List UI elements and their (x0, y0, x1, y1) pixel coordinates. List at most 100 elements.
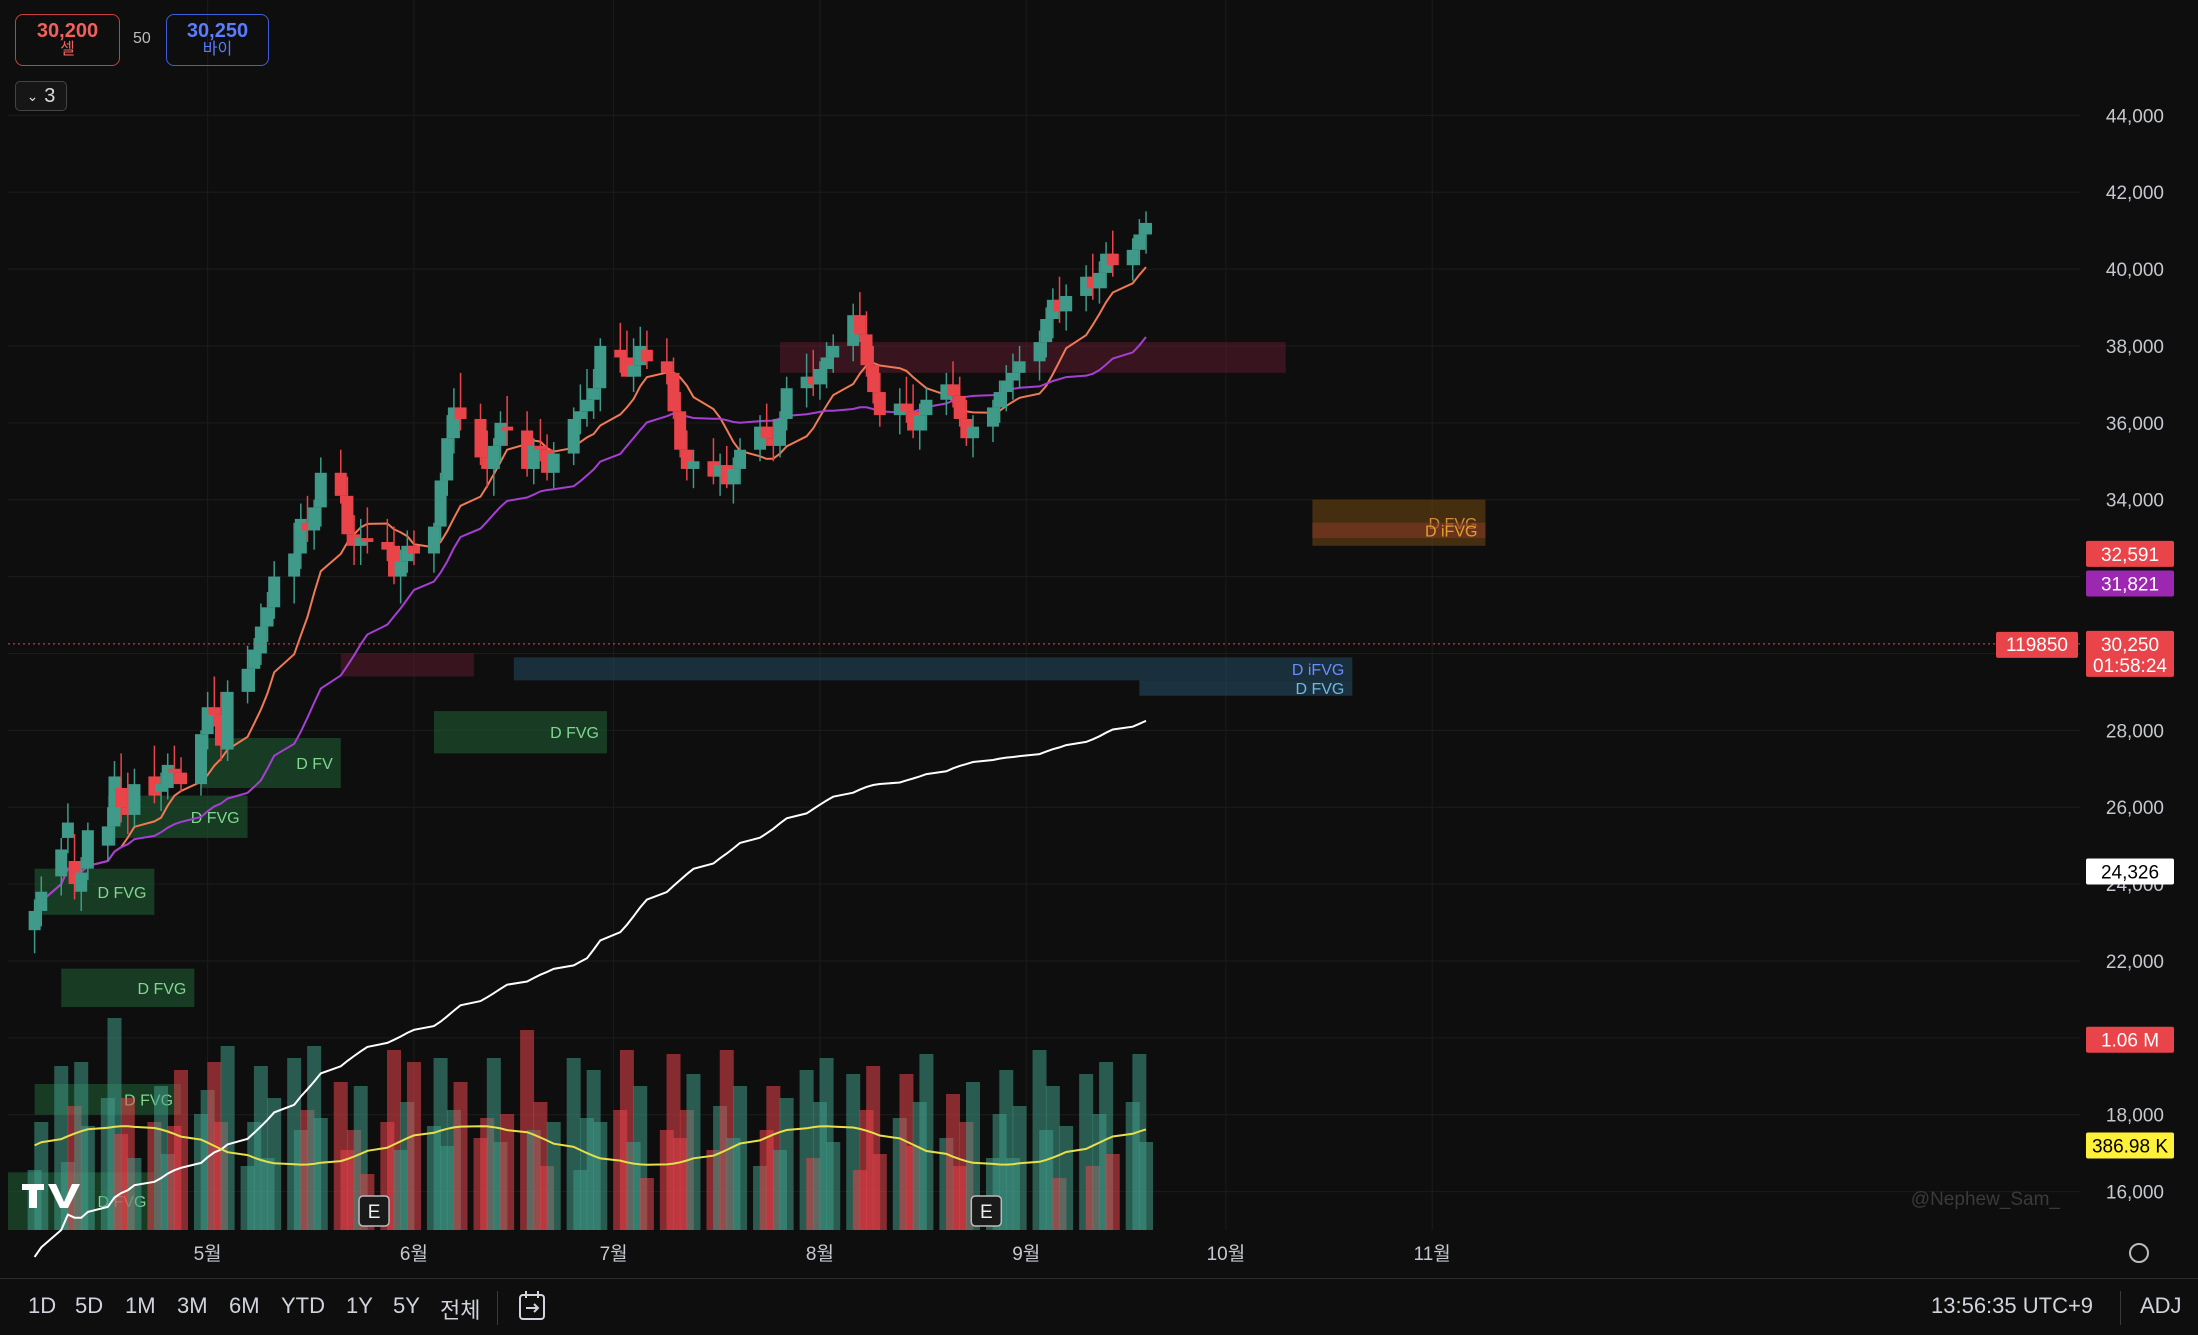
volume-bar (80, 1126, 95, 1230)
candle-body (1013, 361, 1026, 373)
candle-body (780, 388, 793, 419)
candle-body (407, 545, 420, 554)
fvg-zone (34, 868, 155, 915)
candle-body (953, 395, 966, 419)
candle-body (547, 453, 560, 473)
candle-body (254, 626, 267, 654)
range-5d[interactable]: 5D (75, 1293, 104, 1318)
candle-body (1126, 249, 1139, 266)
candle-body (334, 472, 347, 496)
candle-body (800, 376, 813, 389)
price-tag (2086, 570, 2174, 597)
range-1m[interactable]: 1M (125, 1293, 156, 1318)
range-3m[interactable]: 3M (177, 1293, 208, 1318)
volume-bar (220, 1046, 235, 1230)
earnings-marker-label: E (368, 1202, 381, 1223)
candle-body (587, 388, 600, 400)
candle-body (341, 495, 354, 535)
price-tag (2086, 630, 2174, 677)
range-all[interactable]: 전체 (440, 1298, 481, 1323)
candle-body (966, 426, 979, 439)
candle-body (873, 392, 886, 416)
candle-body (35, 891, 48, 911)
calendar-goto-icon[interactable] (517, 1289, 549, 1329)
candle-body (1053, 299, 1066, 312)
candle-body (660, 361, 673, 373)
candle-body (986, 407, 999, 427)
candle-body (1086, 276, 1099, 289)
y-tick-label: 40,000 (2106, 260, 2164, 281)
candle-body (28, 910, 41, 931)
candle-body (168, 768, 181, 773)
candle-body (427, 526, 440, 554)
price-tag-label: 24,326 (2101, 863, 2159, 884)
last-price-left-tag (1996, 631, 2078, 658)
candle-body (674, 411, 687, 450)
candle-body (494, 422, 507, 446)
candle-body (760, 426, 773, 439)
candle-body (121, 807, 134, 815)
candle-body (534, 445, 547, 450)
fvg-zone (1139, 680, 1353, 696)
candle-body (627, 365, 640, 377)
candle-body (614, 349, 627, 358)
candle-body (441, 438, 454, 481)
x-tick-label: 7월 (600, 1243, 628, 1265)
adj-toggle[interactable]: ADJ (2140, 1293, 2182, 1318)
candle-body (81, 830, 94, 869)
price-tag (2086, 858, 2174, 885)
settings-icon (2129, 1243, 2149, 1263)
x-tick-label: 5월 (194, 1243, 222, 1265)
candle-body (194, 734, 207, 785)
spread-value: 50 (133, 30, 151, 47)
volume-bar (919, 1054, 934, 1230)
candle-body (288, 553, 301, 577)
tradingview-logo-icon (22, 1184, 80, 1208)
earnings-marker-label: E (980, 1202, 993, 1223)
candle-body (714, 465, 727, 477)
candle-body (813, 369, 826, 385)
candle-body (920, 399, 933, 416)
range-6m[interactable]: 6M (229, 1293, 260, 1318)
fvg-zone (340, 653, 474, 677)
volume-bar (779, 1098, 794, 1230)
fvg-zone-label: D FVG (1295, 681, 1344, 698)
buy-button[interactable]: 30,250 바이 (166, 14, 269, 66)
clock[interactable]: 13:56:35 UTC+9 (1931, 1293, 2094, 1318)
toolbar-divider (497, 1291, 498, 1325)
ema-slow-line (33, 719, 1147, 1258)
y-tick-label: 42,000 (2106, 183, 2164, 204)
volume-bar (453, 1082, 468, 1230)
fvg-zone-label: D iFVG (1425, 523, 1477, 540)
candle-body (640, 349, 653, 362)
candle-body (1060, 295, 1073, 312)
candle-body (527, 445, 540, 469)
fvg-zone-label: D iFVG (1292, 662, 1344, 679)
y-tick-label: 18,000 (2106, 1106, 2164, 1127)
fvg-zone (1312, 522, 1486, 539)
sell-button[interactable]: 30,200 셀 (15, 14, 120, 66)
candle-body (734, 449, 747, 469)
candle-body (827, 345, 840, 358)
candle-body (248, 649, 261, 669)
candle-body (1133, 234, 1146, 250)
candle-body (481, 457, 494, 469)
fvg-zone (779, 342, 1286, 373)
price-tag (2086, 1132, 2174, 1159)
volume-bar (1105, 1154, 1120, 1230)
price-tag-label: 1.06 M (2101, 1031, 2159, 1052)
y-tick-label: 34,000 (2106, 491, 2164, 512)
range-1d[interactable]: 1D (28, 1293, 57, 1318)
volume-bar (826, 1142, 841, 1230)
candle-body (128, 784, 141, 815)
legend-toggle[interactable]: ⌄ 3 (15, 81, 67, 111)
volume-bar (639, 1178, 654, 1230)
candle-body (867, 365, 880, 393)
volume-bar (1139, 1142, 1154, 1230)
volume-bar (174, 1070, 189, 1230)
y-tick-label: 16,000 (2106, 1183, 2164, 1204)
range-1y[interactable]: 1Y (346, 1293, 373, 1318)
range-ytd[interactable]: YTD (281, 1293, 325, 1318)
range-5y[interactable]: 5Y (393, 1293, 420, 1318)
